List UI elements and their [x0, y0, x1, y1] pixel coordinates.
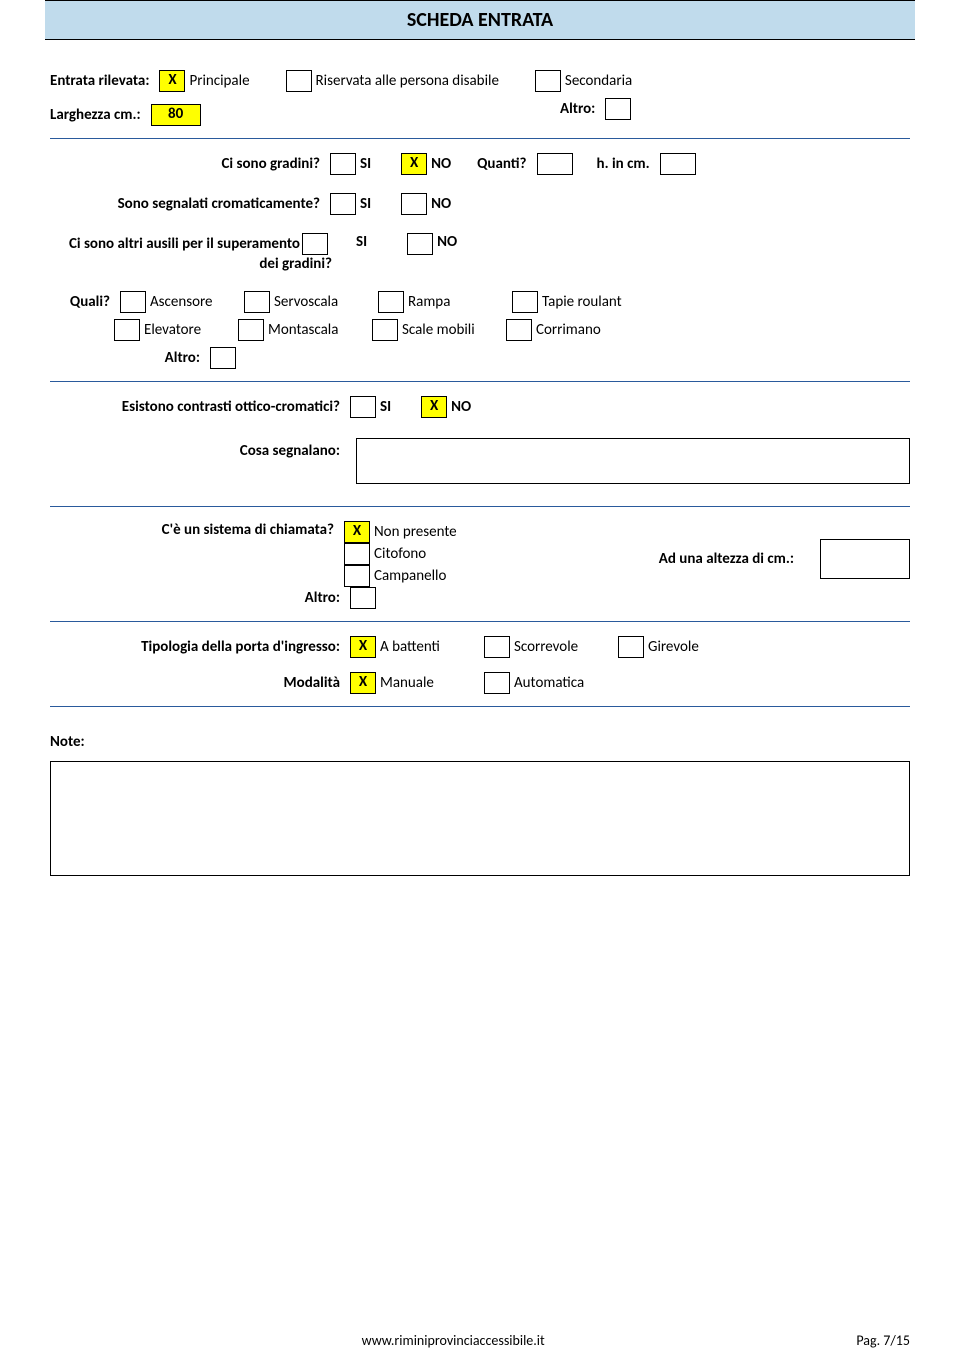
section-note: Note: [50, 733, 910, 876]
cb-chiamata-altro[interactable] [350, 587, 376, 609]
cb-elevatore[interactable] [114, 319, 140, 341]
cromat-no-label: NO [431, 195, 451, 213]
cb-cromat-si[interactable] [330, 193, 356, 215]
nonpresente-label: Non presente [374, 523, 457, 541]
girevole-label: Girevole [648, 638, 699, 656]
servoscala-label: Servoscala [274, 293, 374, 311]
section-porta: Tipologia della porta d'ingresso: X A ba… [50, 636, 910, 707]
scalemobili-label: Scale mobili [402, 321, 502, 339]
manuale-label: Manuale [380, 674, 480, 692]
cb-citofono[interactable] [344, 543, 370, 565]
h-label: h. in cm. [597, 155, 650, 173]
contrasti-si-label: SI [380, 398, 391, 416]
cb-secondaria[interactable] [535, 70, 561, 92]
altro-label-1: Altro: [560, 100, 595, 118]
corrimano-label: Corrimano [536, 321, 601, 339]
quali-label: Quali? [50, 293, 110, 311]
gradini-no-label: NO [431, 155, 451, 173]
page-header: SCHEDA ENTRATA [45, 0, 915, 40]
principale-label: Principale [189, 72, 249, 90]
entrata-label: Entrata rilevata: [50, 72, 149, 90]
cb-ausili-no[interactable] [407, 233, 433, 255]
cb-ascensore[interactable] [120, 291, 146, 313]
cb-rampa[interactable] [378, 291, 404, 313]
contrasti-label: Esistono contrasti ottico-cromatici? [50, 398, 340, 416]
cb-gradini-si[interactable] [330, 153, 356, 175]
gradini-q1-label: Ci sono gradini? [50, 155, 320, 173]
montascala-label: Montascala [268, 321, 368, 339]
footer-page: Pag. 7/15 [856, 1332, 910, 1349]
cb-corrimano[interactable] [506, 319, 532, 341]
cb-battenti[interactable]: X [350, 636, 376, 658]
citofono-label: Citofono [374, 545, 426, 563]
cb-gradini-no[interactable]: X [401, 153, 427, 175]
section-gradini: Ci sono gradini? SI X NO Quanti? h. in c… [50, 153, 910, 382]
section-chiamata: C'è un sistema di chiamata? X Non presen… [50, 521, 910, 622]
cb-riservata[interactable] [286, 70, 312, 92]
gradini-q2-label: Sono segnalati cromaticamente? [50, 195, 320, 213]
cb-tapie[interactable] [512, 291, 538, 313]
larghezza-value[interactable]: 80 [151, 104, 201, 126]
chiamata-altro-label: Altro: [50, 589, 340, 607]
gradini-si-label: SI [360, 155, 371, 173]
modalita-label: Modalità [50, 674, 340, 692]
gradini-altro-label: Altro: [50, 349, 200, 367]
automatica-label: Automatica [514, 674, 584, 692]
battenti-label: A battenti [380, 638, 480, 656]
secondaria-label: Secondaria [565, 72, 632, 90]
quanti-label: Quanti? [477, 155, 526, 173]
cb-montascala[interactable] [238, 319, 264, 341]
cb-campanello[interactable] [344, 565, 370, 587]
ausili-no-label: NO [437, 233, 457, 251]
cb-principale[interactable]: X [159, 70, 185, 92]
page-footer: www.riminiprovinciaccessibile.it Pag. 7/… [0, 1332, 960, 1349]
cb-scorrevole[interactable] [484, 636, 510, 658]
cb-ausili-q[interactable] [302, 233, 328, 255]
section-contrasti: Esistono contrasti ottico-cromatici? SI … [50, 396, 910, 507]
scorrevole-label: Scorrevole [514, 638, 614, 656]
cb-contrasti-no[interactable]: X [421, 396, 447, 418]
cb-automatica[interactable] [484, 672, 510, 694]
cb-contrasti-si[interactable] [350, 396, 376, 418]
cb-entrata-altro[interactable] [605, 98, 631, 120]
quanti-value[interactable] [537, 153, 573, 175]
elevatore-label: Elevatore [144, 321, 234, 339]
riservata-label: Riservata alle persona disabile [316, 72, 499, 90]
h-value[interactable] [660, 153, 696, 175]
note-label: Note: [50, 733, 904, 751]
cromat-si-label: SI [360, 195, 371, 213]
tapie-label: Tapie roulant [542, 293, 622, 311]
cosa-label: Cosa segnalano: [50, 438, 340, 460]
larghezza-label: Larghezza cm.: [50, 106, 141, 124]
rampa-label: Rampa [408, 293, 508, 311]
section-entrata: Entrata rilevata: X Principale Riservata… [50, 70, 910, 139]
ausili-si-label: SI [356, 233, 367, 251]
cb-girevole[interactable] [618, 636, 644, 658]
cb-manuale[interactable]: X [350, 672, 376, 694]
cb-cromat-no[interactable] [401, 193, 427, 215]
footer-url: www.riminiprovinciaccessibile.it [362, 1332, 545, 1349]
gradini-q3-label-a: Ci sono altri ausili per il superamento [69, 235, 300, 253]
campanello-label: Campanello [374, 567, 446, 585]
ascensore-label: Ascensore [150, 293, 240, 311]
chiamata-label: C'è un sistema di chiamata? [162, 521, 334, 539]
altezza-input[interactable] [820, 539, 910, 579]
cb-servoscala[interactable] [244, 291, 270, 313]
note-input[interactable] [50, 761, 910, 876]
cosa-input[interactable] [356, 438, 910, 484]
cb-scalemobili[interactable] [372, 319, 398, 341]
contrasti-no-label: NO [451, 398, 471, 416]
cb-nonpresente[interactable]: X [344, 521, 370, 543]
porta-label: Tipologia della porta d'ingresso: [50, 638, 340, 656]
gradini-q3-label-b: dei gradini? [50, 255, 332, 273]
altezza-label: Ad una altezza di cm.: [659, 550, 794, 568]
cb-gradini-altro[interactable] [210, 347, 236, 369]
